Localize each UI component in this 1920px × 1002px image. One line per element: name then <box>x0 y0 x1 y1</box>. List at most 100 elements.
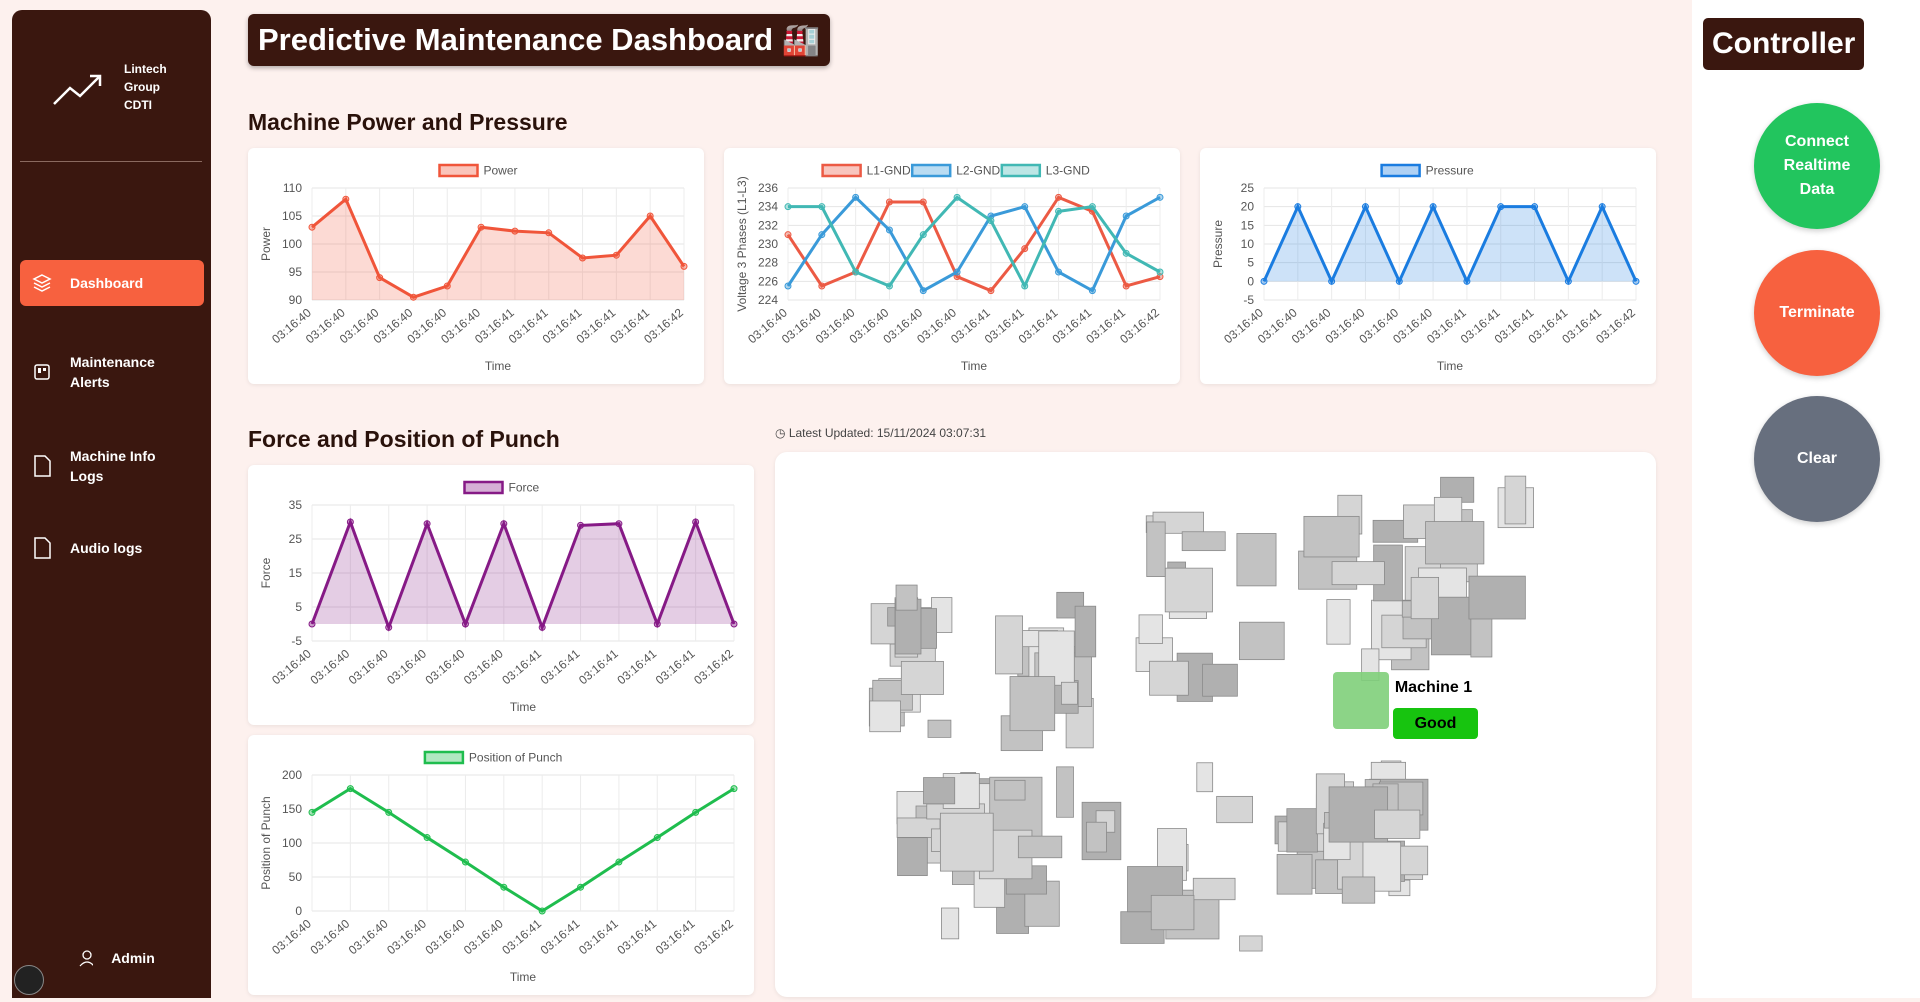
factory-map <box>868 475 1534 952</box>
x-tick-label: 03:16:41 <box>614 916 659 957</box>
point <box>577 521 585 529</box>
point <box>852 193 860 201</box>
x-tick-label: 03:16:41 <box>614 646 659 687</box>
point <box>987 287 995 295</box>
point <box>1632 277 1640 285</box>
area <box>312 199 684 300</box>
point <box>680 262 688 270</box>
point <box>1156 193 1164 201</box>
nav-item[interactable]: Dashboard <box>20 260 204 306</box>
x-axis-title: Time <box>510 700 537 714</box>
icon <box>79 950 94 967</box>
y-axis-title: Position of Punch <box>259 796 273 889</box>
nav-item[interactable]: Admin <box>20 940 204 976</box>
nav-item[interactable]: Machine Info Logs <box>20 440 204 492</box>
point <box>1088 287 1096 295</box>
point <box>1021 203 1029 211</box>
section-title: Force and Position of Punch <box>248 426 560 452</box>
point <box>919 198 927 206</box>
building <box>1326 599 1351 645</box>
y-tick-label: 100 <box>282 836 302 850</box>
nav-item[interactable]: Audio logs <box>20 528 204 568</box>
point <box>443 282 451 290</box>
point <box>342 195 350 203</box>
clear-button[interactable]: Clear <box>1754 396 1880 522</box>
legend-label: Pressure <box>1426 164 1474 178</box>
point <box>511 227 519 235</box>
y-tick-label: 25 <box>289 532 303 546</box>
point <box>730 620 738 628</box>
point <box>538 623 546 631</box>
point <box>646 212 654 220</box>
y-tick-label: 95 <box>289 265 303 279</box>
point <box>409 293 417 301</box>
page-title: Predictive Maintenance Dashboard 🏭 <box>248 14 831 66</box>
building <box>1425 521 1485 565</box>
button-label: Clear <box>1796 450 1838 467</box>
logo <box>53 74 102 105</box>
x-tick-label: 03:16:42 <box>691 646 736 687</box>
point <box>953 268 961 276</box>
point <box>423 834 431 842</box>
button-label: Connect Realtime Data <box>1783 133 1851 198</box>
point <box>919 231 927 239</box>
icon <box>34 364 50 380</box>
point <box>987 217 995 225</box>
point <box>1055 207 1063 215</box>
icon <box>34 455 51 477</box>
point <box>612 251 620 259</box>
y-tick-label: 5 <box>295 600 302 614</box>
point <box>579 254 587 262</box>
sidebar: Lintech Group CDTI Dashboard Maintenance… <box>12 10 211 998</box>
y-tick-label: 100 <box>282 237 302 251</box>
nav-item[interactable]: Maintenance Alerts <box>20 346 204 398</box>
building <box>1216 795 1253 824</box>
y-axis-title: Voltage 3 Phases (L1-L3) <box>735 176 749 311</box>
y-tick-label: 228 <box>758 256 778 270</box>
nav-label: Admin <box>111 950 155 966</box>
y-tick-label: 5 <box>1247 256 1254 270</box>
point <box>376 274 384 282</box>
connect-button[interactable]: Connect Realtime Data <box>1754 103 1880 229</box>
bolt-button[interactable] <box>14 965 44 995</box>
building <box>869 700 901 733</box>
terminate-button[interactable]: Terminate <box>1754 250 1880 376</box>
point <box>1055 193 1063 201</box>
machine-marker[interactable] <box>1333 672 1389 729</box>
building <box>1017 835 1063 859</box>
x-tick-label: 03:16:41 <box>576 916 621 957</box>
building <box>1276 854 1313 895</box>
nav-label: Audio logs <box>70 540 143 556</box>
point <box>1021 245 1029 253</box>
map-card: Machine 1 Good <box>775 452 1656 997</box>
brand: Lintech Group CDTI <box>124 62 167 112</box>
x-tick-label: 03:16:41 <box>576 646 621 687</box>
point <box>385 623 393 631</box>
x-axis-title: Time <box>961 359 988 373</box>
x-tick-label: 03:16:41 <box>538 646 583 687</box>
point <box>1463 277 1471 285</box>
point <box>615 858 623 866</box>
nav-label: Dashboard <box>70 275 144 291</box>
chart-card: Force -5 5 15 25 35 03:16:40 03:16:40 03:16:40 03… <box>248 465 754 725</box>
point <box>1122 249 1130 257</box>
point <box>1156 273 1164 281</box>
point <box>500 883 508 891</box>
point <box>1021 282 1029 290</box>
button-label: Terminate <box>1779 304 1855 321</box>
building <box>995 615 1023 675</box>
point <box>692 518 700 526</box>
building <box>1331 561 1385 586</box>
point <box>1429 203 1437 211</box>
legend-label: L2-GND <box>956 164 1000 178</box>
line <box>786 195 1161 293</box>
building <box>939 812 994 872</box>
building <box>1236 533 1277 587</box>
building <box>900 660 944 695</box>
line <box>311 196 686 299</box>
building <box>1303 515 1360 558</box>
point <box>1122 282 1130 290</box>
legend-label: L1-GND <box>867 164 911 178</box>
point <box>692 808 700 816</box>
y-tick-label: 230 <box>758 237 778 251</box>
